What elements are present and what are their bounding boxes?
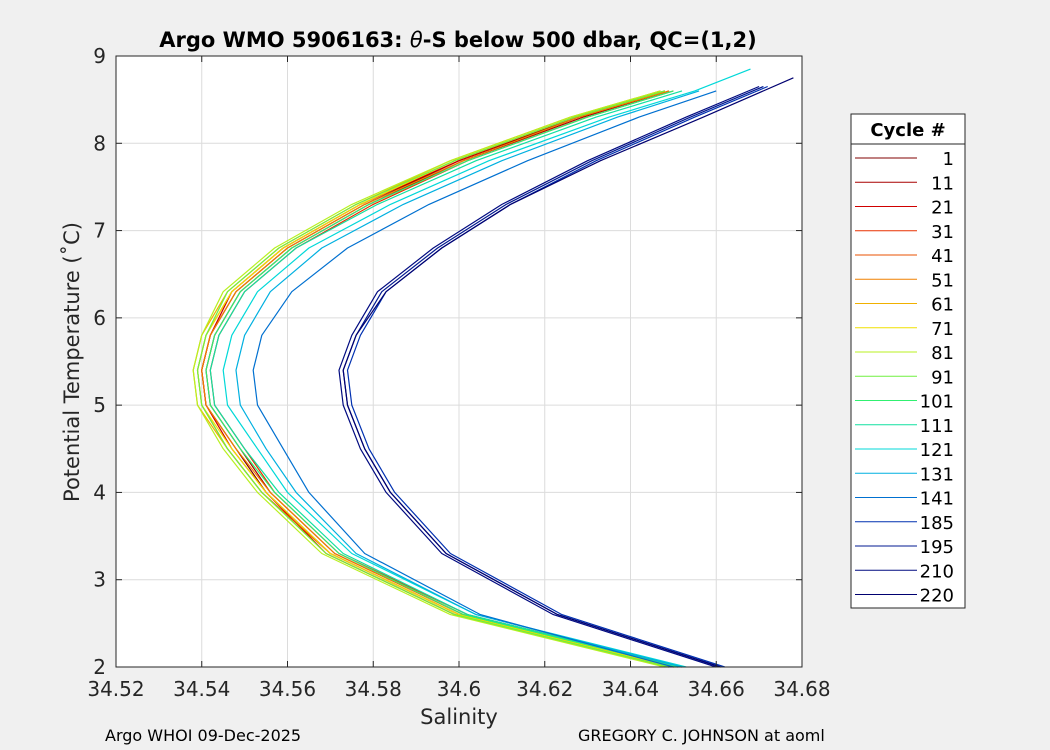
legend-label: 11 bbox=[931, 173, 954, 194]
legend-label: 61 bbox=[931, 295, 954, 316]
x-tick-label: 34.58 bbox=[345, 677, 402, 701]
legend-entries: 1112131415161718191101111121131141185195… bbox=[855, 149, 954, 607]
series-line-91 bbox=[196, 90, 670, 668]
y-axis-label: Potential Temperature (˚C) bbox=[60, 222, 84, 502]
legend-label: 81 bbox=[931, 343, 954, 364]
series-line-131 bbox=[235, 90, 700, 668]
legend-box bbox=[850, 113, 966, 609]
series-line-210 bbox=[338, 85, 760, 668]
x-tick-labels: 34.52 34.54 34.56 34.58 34.6 34.62 34.64 34.66 3… bbox=[87, 677, 830, 701]
y-tick-label: 6 bbox=[93, 306, 106, 330]
footer-left: Argo WHOI 09-Dec-2025 bbox=[105, 726, 301, 745]
legend-label: 220 bbox=[920, 586, 954, 607]
y-tick-label: 3 bbox=[93, 568, 106, 592]
legend-title: Cycle # bbox=[870, 120, 945, 141]
y-tick-label: 7 bbox=[93, 219, 106, 243]
legend-label: 185 bbox=[920, 513, 954, 534]
series-line-51 bbox=[201, 90, 678, 668]
series-line-185 bbox=[346, 85, 768, 668]
series-line-101 bbox=[205, 90, 678, 668]
x-tick-label: 34.68 bbox=[773, 677, 830, 701]
legend-label: 111 bbox=[920, 416, 954, 437]
y-tick-labels: 2 3 4 5 6 7 8 9 bbox=[93, 44, 106, 679]
legend-label: 101 bbox=[920, 392, 954, 413]
tick-marks bbox=[115, 55, 803, 668]
legend-label: 51 bbox=[931, 270, 954, 291]
footer-right: GREGORY C. JOHNSON at aoml bbox=[578, 726, 825, 745]
series-line-121 bbox=[222, 68, 751, 668]
x-tick-label: 34.66 bbox=[688, 677, 745, 701]
legend-label: 41 bbox=[931, 246, 954, 267]
x-tick-label: 34.52 bbox=[87, 677, 144, 701]
series-line-81 bbox=[192, 90, 665, 668]
x-tick-label: 34.6 bbox=[437, 677, 482, 701]
x-tick-label: 34.54 bbox=[173, 677, 230, 701]
legend-label: 31 bbox=[931, 222, 954, 243]
x-tick-label: 34.56 bbox=[259, 677, 316, 701]
y-tick-label: 5 bbox=[93, 393, 106, 417]
y-tick-label: 4 bbox=[93, 480, 106, 504]
x-tick-label: 34.64 bbox=[602, 677, 659, 701]
legend-label: 1 bbox=[943, 149, 954, 170]
legend-label: 121 bbox=[920, 440, 954, 461]
y-tick-label: 9 bbox=[93, 44, 106, 68]
series-group bbox=[192, 68, 794, 668]
legend-label: 141 bbox=[920, 489, 954, 510]
series-line-111 bbox=[209, 90, 683, 668]
y-tick-label: 8 bbox=[93, 131, 106, 155]
series-line-141 bbox=[252, 90, 717, 668]
legend-label: 71 bbox=[931, 319, 954, 340]
y-tick-label: 2 bbox=[93, 655, 106, 679]
legend-label: 210 bbox=[920, 561, 954, 582]
legend-label: 21 bbox=[931, 198, 954, 219]
x-tick-label: 34.62 bbox=[516, 677, 573, 701]
chart-title: Argo WMO 5906163: θ-S below 500 dbar, QC… bbox=[159, 28, 756, 52]
legend-label: 91 bbox=[931, 367, 954, 388]
series-line-220 bbox=[342, 77, 794, 668]
legend-label: 131 bbox=[920, 464, 954, 485]
legend-label: 195 bbox=[920, 537, 954, 558]
x-axis-label: Salinity bbox=[420, 705, 498, 729]
